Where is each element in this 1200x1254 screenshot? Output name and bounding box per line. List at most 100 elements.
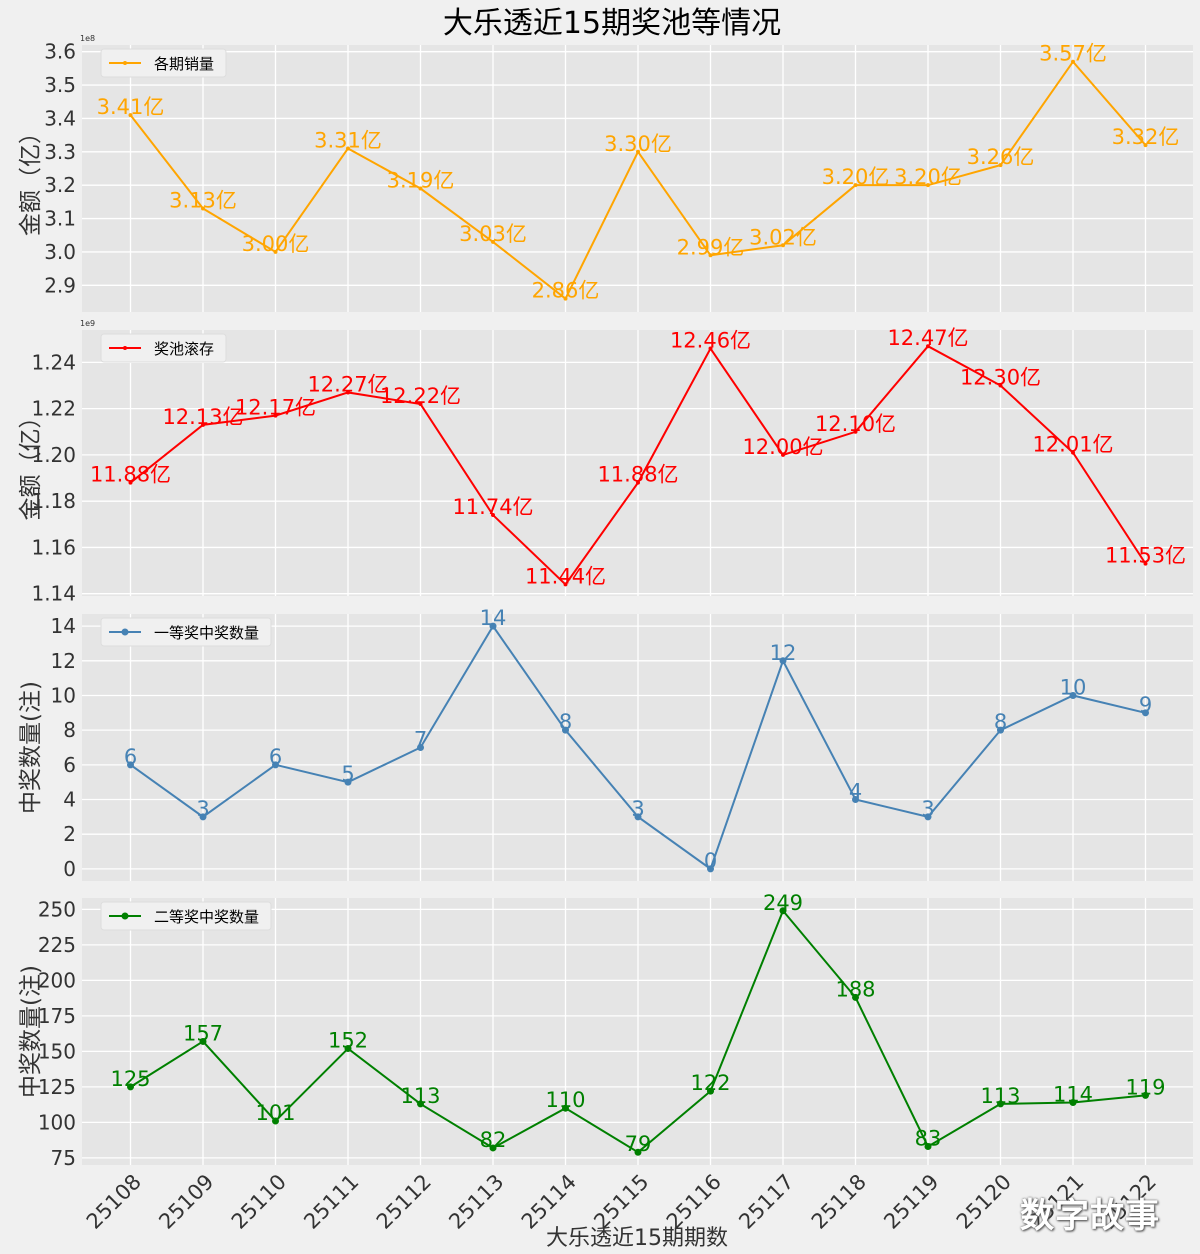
y-tick-label: 4 xyxy=(63,788,76,812)
data-label: 3.20亿 xyxy=(822,165,890,189)
data-point xyxy=(1071,59,1075,64)
y-axis-label: 中奖数量(注) xyxy=(18,965,44,1098)
y-tick-label: 225 xyxy=(38,933,76,957)
data-label: 114 xyxy=(1053,1083,1093,1107)
data-point xyxy=(997,726,1004,734)
data-label: 3.13亿 xyxy=(169,189,237,213)
y-tick-label: 1.24 xyxy=(31,350,76,374)
data-label: 6 xyxy=(269,745,282,769)
data-label: 12.46亿 xyxy=(670,329,751,353)
legend-box xyxy=(100,333,227,363)
y-tick-label: 150 xyxy=(38,1039,76,1063)
data-label: 83 xyxy=(915,1127,942,1151)
data-label: 2.99亿 xyxy=(677,235,745,259)
data-point xyxy=(853,429,858,434)
y-axis-label: 金额（亿） xyxy=(18,406,44,521)
data-point xyxy=(926,344,930,349)
data-label: 4 xyxy=(849,780,862,804)
data-point xyxy=(128,480,133,485)
y-tick-label: 10 xyxy=(51,683,76,707)
data-label: 0 xyxy=(704,849,717,873)
data-point xyxy=(199,813,207,821)
data-point xyxy=(852,796,859,804)
data-point xyxy=(779,907,787,915)
data-point xyxy=(1069,691,1077,699)
data-label: 11.44亿 xyxy=(525,564,606,588)
y-tick-label: 200 xyxy=(38,968,76,992)
data-label: 12.47亿 xyxy=(887,326,968,350)
x-tick-label: 25110 xyxy=(227,1170,291,1234)
data-point xyxy=(417,1100,424,1108)
y-tick-label: 3.0 xyxy=(44,240,76,264)
data-point xyxy=(926,183,930,188)
data-label: 8 xyxy=(994,710,1007,734)
y-tick-label: 3.5 xyxy=(44,73,76,97)
data-point xyxy=(634,813,642,821)
data-label: 3.26亿 xyxy=(967,145,1035,169)
data-label: 249 xyxy=(763,891,803,915)
y-tick-label: 1.16 xyxy=(31,535,76,559)
legend-marker xyxy=(123,61,127,65)
data-label: 119 xyxy=(1125,1075,1165,1099)
data-label: 11.88亿 xyxy=(90,463,171,487)
data-point xyxy=(852,993,859,1001)
data-point xyxy=(1143,143,1148,148)
x-tick-label: 25113 xyxy=(444,1170,508,1234)
y-tick-label: 250 xyxy=(38,897,76,921)
data-label: 12.22亿 xyxy=(380,384,461,408)
data-point xyxy=(199,1037,207,1045)
y-axis-label: 金额（亿） xyxy=(18,121,44,236)
data-label: 7 xyxy=(414,728,427,752)
y-tick-label: 1.18 xyxy=(31,489,76,513)
y-tick-label: 3.6 xyxy=(44,40,76,64)
data-label: 12.17亿 xyxy=(235,396,316,420)
legend-marker xyxy=(123,346,127,350)
data-label: 113 xyxy=(400,1084,440,1108)
data-point xyxy=(272,1117,279,1125)
data-point xyxy=(344,1045,352,1053)
legend: 各期销量 xyxy=(100,48,227,78)
data-label: 10 xyxy=(1060,675,1087,699)
y-tick-label: 175 xyxy=(38,1004,76,1028)
data-point xyxy=(636,149,640,154)
data-label: 3.57亿 xyxy=(1039,42,1107,66)
x-tick-label: 25117 xyxy=(734,1170,798,1234)
data-point xyxy=(127,761,134,769)
data-label: 2.86亿 xyxy=(532,279,600,303)
x-tick-label: 25119 xyxy=(879,1170,943,1234)
data-label: 12.01亿 xyxy=(1032,433,1113,457)
data-point xyxy=(708,346,713,351)
data-point xyxy=(1142,1091,1149,1099)
data-point xyxy=(418,186,423,191)
data-label: 152 xyxy=(328,1029,368,1053)
y-tick-label: 6 xyxy=(63,753,76,777)
data-point xyxy=(924,813,932,821)
data-label: 3.03亿 xyxy=(459,222,527,246)
x-axis-label: 大乐透近15期期数 xyxy=(546,1226,728,1251)
data-point xyxy=(997,1100,1004,1108)
data-point xyxy=(344,778,352,786)
data-label: 157 xyxy=(183,1021,223,1045)
data-label: 14 xyxy=(480,606,507,630)
data-label: 3.31亿 xyxy=(314,128,382,152)
y-tick-label: 125 xyxy=(38,1075,76,1099)
x-tick-label: 25120 xyxy=(952,1170,1016,1234)
y-axis-label: 中奖数量(注) xyxy=(18,681,44,814)
y-tick-label: 3.3 xyxy=(44,140,76,164)
data-point xyxy=(346,390,350,395)
data-label: 101 xyxy=(255,1101,295,1125)
legend: 二等奖中奖数量 xyxy=(100,901,272,931)
data-label: 3 xyxy=(196,797,209,821)
data-point xyxy=(418,402,423,407)
watermark: 数字故事 xyxy=(1020,1196,1160,1236)
data-point xyxy=(273,413,278,418)
data-point xyxy=(779,657,787,665)
data-point xyxy=(708,253,713,258)
data-point xyxy=(781,243,785,248)
legend-box xyxy=(100,901,272,931)
data-label: 12.13亿 xyxy=(162,405,243,429)
data-point xyxy=(127,1083,134,1091)
data-point xyxy=(1143,561,1148,566)
data-label: 110 xyxy=(545,1088,585,1112)
